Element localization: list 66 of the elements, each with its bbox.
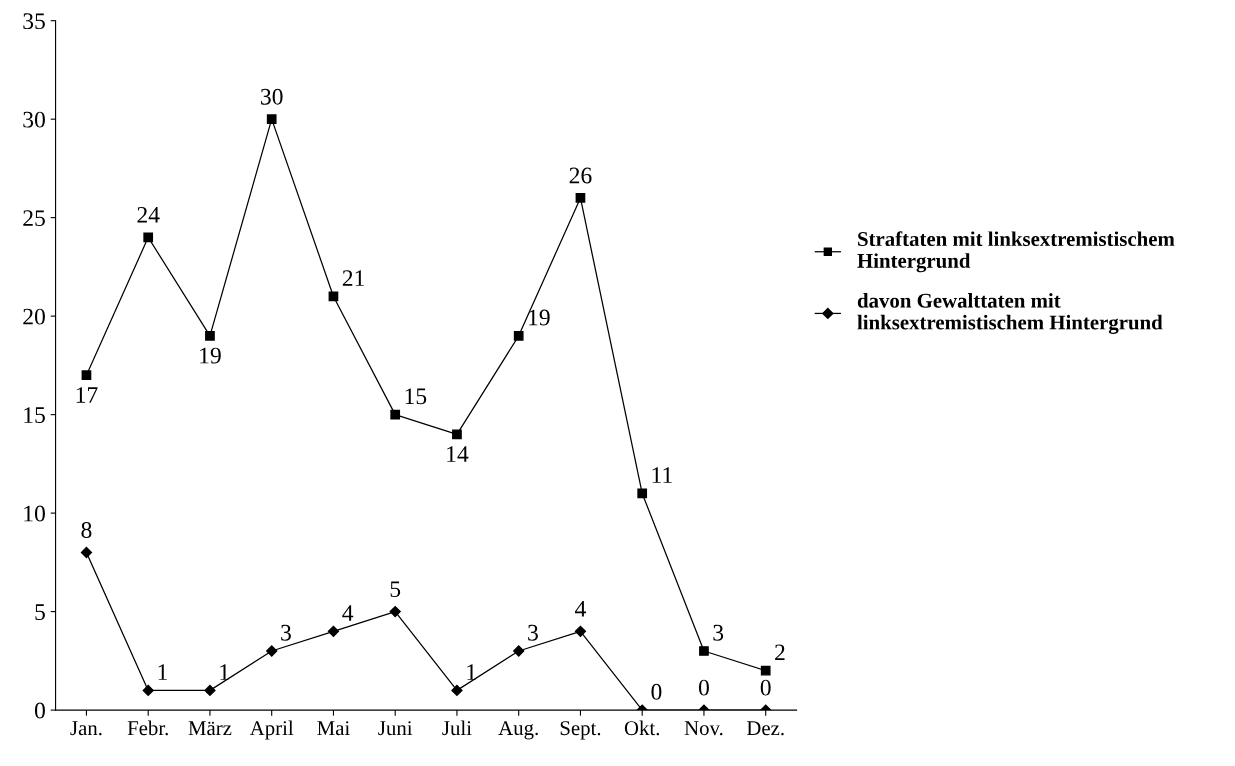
data-label: 8 [81,522,92,538]
data-label: 3 [713,624,724,641]
point [699,646,709,656]
y-tick-label: 30 [23,111,45,128]
data-label: 11 [652,467,672,483]
y-tick-label: 0 [34,702,45,719]
y-tick-label: 10 [24,505,45,522]
data-label: 4 [575,601,586,617]
data-label: 26 [569,167,592,184]
point [327,625,340,637]
point [574,625,587,637]
point [513,330,524,341]
point [266,114,277,125]
data-label: 0 [760,679,771,696]
point [513,645,525,657]
x-tick-label: Okt. [624,720,660,736]
point [205,330,215,341]
point [143,232,154,243]
x-tick-label: Jan. [70,721,102,736]
x-tick-label: Juni [378,721,413,736]
point [204,684,216,696]
point [451,684,463,696]
point [142,684,154,696]
data-label: 1 [467,664,476,680]
point [389,605,401,618]
y-tick-label: 15 [24,407,45,424]
point [266,645,278,657]
x-tick-label: Aug. [498,721,538,740]
point [575,193,586,203]
data-label: 0 [651,683,662,700]
y-tick-label: 5 [35,604,45,621]
y-tick-label: 25 [23,210,45,227]
x-tick-label: Sept. [560,721,601,740]
point [760,665,771,676]
x-tick-label: März [188,721,232,736]
data-label: 5 [390,581,401,598]
point [80,546,93,559]
data-label: 19 [200,347,221,364]
data-label: 19 [529,309,550,326]
data-label: 1 [220,664,229,680]
point [637,488,648,499]
x-tick-label: Juli [442,720,472,736]
x-tick-label: Dez. [746,721,784,736]
data-label: 3 [528,624,538,641]
x-tick-label: Febr. [127,720,168,736]
data-label: 2 [775,644,785,661]
x-tick-label: Mai [317,721,350,736]
legend-label: Straftaten mit linksextremistischem Hintergrund [857,231,1175,273]
data-label: 24 [137,206,160,223]
data-label: 0 [698,679,709,696]
data-label: 1 [158,664,167,680]
data-label: 4 [342,605,354,621]
legend-label: davon Gewalttaten mit linksextremistischem Hintergrund [857,293,1163,334]
y-tick-label: 35 [23,13,45,30]
point [81,370,92,381]
y-tick-label: 20 [23,308,45,325]
x-tick-label: Nov. [684,721,723,736]
point [390,409,401,420]
data-label: 15 [405,388,427,405]
x-tick-label: April [249,720,294,740]
data-label: 30 [261,88,283,105]
data-label: 17 [76,387,98,403]
data-label: 14 [447,446,469,462]
data-label: 3 [281,624,291,641]
point [452,429,462,440]
data-label: 21 [342,270,364,286]
